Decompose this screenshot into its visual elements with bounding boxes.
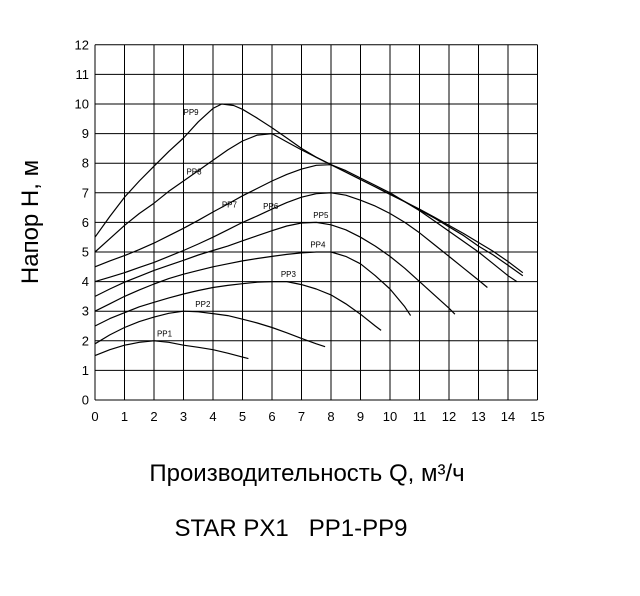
y-tick-label: 7 [82,185,89,200]
curve-pp6 [94,192,488,288]
curve-labels: PP1 PP2 PP3 PP4 PP5 PP6 PP7 PP8 PP9 [157,108,329,338]
curve-label-pp5: PP5 [313,211,329,220]
x-tick-label: 11 [413,409,427,424]
x-tick-label: 15 [530,409,544,424]
y-tick-label: 1 [82,363,89,378]
curve-label-pp2: PP2 [195,300,211,309]
x-tick-label: 10 [383,409,397,424]
x-axis-label: Производительность Q, м³/ч [149,460,465,487]
curve-pp5 [94,221,456,315]
y-tick-label: 11 [76,67,90,82]
curve-pp9 [94,103,524,274]
x-tick-label: 3 [180,409,187,424]
y-tick-label: 12 [75,37,89,52]
curve-pp4 [94,251,412,316]
x-tick-label: 13 [471,409,485,424]
y-tick-label: 6 [82,215,89,230]
pump-curves [94,103,524,360]
curve-label-pp3: PP3 [281,270,297,279]
x-tick-label: 14 [501,409,515,424]
y-tick-label: 4 [82,274,89,289]
x-axis-ticks: 0 1 2 3 4 5 6 7 8 9 10 11 12 13 14 15 [91,409,544,424]
y-axis-label: Напор H, м [17,160,44,284]
chart-grid [94,44,538,401]
curve-label-pp9: PP9 [184,108,200,117]
y-tick-label: 8 [82,156,89,171]
curve-label-pp1: PP1 [157,329,173,338]
curve-label-pp4: PP4 [310,241,326,250]
curve-pp2 [94,310,326,348]
curve-label-pp7: PP7 [222,201,238,210]
y-tick-label: 0 [82,393,89,408]
y-tick-label: 2 [82,333,89,348]
y-tick-label: 3 [82,304,89,319]
x-tick-label: 9 [357,409,364,424]
x-tick-label: 4 [209,409,216,424]
x-tick-label: 1 [121,409,128,424]
curve-label-pp8: PP8 [186,167,202,176]
y-tick-label: 5 [82,245,89,260]
x-tick-label: 2 [150,409,157,424]
x-tick-label: 5 [239,409,246,424]
y-tick-label: 9 [82,126,89,141]
curve-pp3 [94,281,382,331]
curve-label-pp6: PP6 [263,202,279,211]
x-tick-label: 8 [327,409,334,424]
curve-pp8 [94,133,524,277]
curve-pp7 [94,164,518,283]
chart-title: STAR PX1 PP1-PP9 [174,515,408,542]
y-tick-label: 10 [75,97,89,112]
x-tick-label: 12 [442,409,456,424]
x-tick-label: 7 [298,409,305,424]
x-tick-label: 6 [268,409,275,424]
curve-pp1 [94,340,249,360]
x-tick-label: 0 [91,409,98,424]
